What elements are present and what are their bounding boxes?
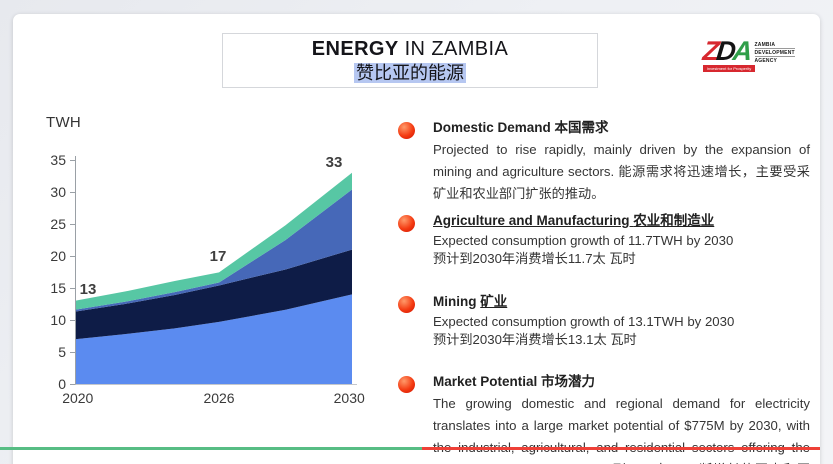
svg-text:35: 35 [50,152,66,168]
chart-series-series-2-dark-navy [75,249,352,340]
logo-line-zambia: ZAMBIA [754,41,795,49]
slide-title-english: ENERGY IN ZAMBIA [312,37,508,61]
chart-total-label-2026: 17 [210,248,227,265]
zda-logo-tagline: Investment for Prosperity [703,65,755,72]
footer-green-line [0,447,422,450]
bullet-title: Domestic Demand 本国需求 [433,120,609,135]
svg-text:25: 25 [50,216,66,232]
zda-logo: ZDA ZAMBIA DEVELOPMENT AGENCY Investment… [701,36,795,72]
title-word-energy: ENERGY [311,37,399,60]
chart-series-series-4-teal [75,172,352,310]
svg-text:20: 20 [50,248,66,264]
svg-text:5: 5 [58,344,66,360]
bullet-title: Agriculture and Manufacturing 农业和制造业 [433,213,715,228]
chart-point-labels: 13 17 33 [80,154,343,298]
slide-page: ENERGY IN ZAMBIA 赞比亚的能源 ZDA ZAMBIA DEVEL… [13,14,820,464]
logo-line-agency: AGENCY [754,57,778,64]
chart-area-series [75,172,352,384]
svg-text:2030: 2030 [334,390,365,406]
svg-text:0: 0 [58,376,66,392]
bullet-domestic-demand: Domestic Demand 本国需求 Projected to rise r… [398,119,810,205]
svg-text:15: 15 [50,280,66,296]
logo-line-development: DEVELOPMENT [754,49,795,57]
chart-unit-label: TWH [46,114,82,131]
svg-text:2020: 2020 [62,390,93,406]
svg-text:10: 10 [50,312,66,328]
title-rest: IN ZAMBIA [398,37,509,60]
chart-tick-labels: 0 5 10 15 20 25 30 35 2020 2026 2030 [50,152,365,406]
stacked-area-chart: 0 5 10 15 20 25 30 35 2020 2026 2030 13 17 33 [50,152,365,406]
red-sphere-bullet-icon [398,122,415,139]
logo-letter-a: A [731,36,752,66]
red-sphere-bullet-icon [398,376,415,393]
svg-text:30: 30 [50,184,66,200]
bullet-body-line: Expected consumption growth of 13.1TWH b… [433,314,735,329]
bullet-body-line: 预计到2030年消费增长11.7太 瓦时 [433,251,636,266]
chart-total-label-2030: 33 [326,154,343,171]
bullet-market-potential: Market Potential 市场潜力 The growing domest… [398,373,810,464]
bullet-list: Domestic Demand 本国需求 Projected to rise r… [398,119,810,464]
bullet-title: Market Potential 市场潜力 [433,374,596,389]
zda-logo-letters: ZDA [701,36,752,66]
chart-axes [75,156,357,385]
bullet-mining: Mining 矿业 Expected consumption growth of… [398,293,810,349]
bullet-body-line: 预计到2030年消费增长13.1太 瓦时 [433,332,637,347]
bullet-body: Projected to rise rapidly, mainly driven… [433,142,810,201]
bullet-body-line: Expected consumption growth of 11.7TWH b… [433,233,734,248]
bullet-agriculture-manufacturing: Agriculture and Manufacturing 农业和制造业 Exp… [398,212,810,268]
footer-red-line [422,447,820,450]
svg-text:2026: 2026 [203,390,234,406]
chart-series-series-1-light-blue [75,294,352,384]
slide-title-box: ENERGY IN ZAMBIA 赞比亚的能源 [222,33,598,88]
chart-series-series-3-medium-blue [75,189,352,312]
red-sphere-bullet-icon [398,215,415,232]
zda-logo-wordmark: ZAMBIA DEVELOPMENT AGENCY [754,41,795,64]
bullet-title: Mining 矿业 [433,294,508,309]
slide-title-chinese: 赞比亚的能源 [354,61,466,85]
title-chinese-highlighted: 赞比亚的能源 [354,62,466,83]
bullet-body: The growing domestic and regional demand… [433,396,810,464]
red-sphere-bullet-icon [398,296,415,313]
chart-total-label-2020: 13 [80,281,97,298]
